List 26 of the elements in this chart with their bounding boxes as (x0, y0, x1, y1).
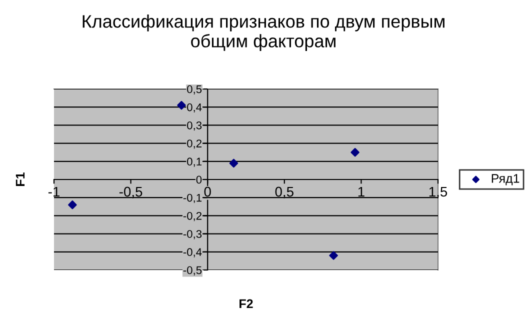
y-tick-label: -0,2 (183, 212, 202, 222)
y-tick-label: 0,5 (187, 85, 202, 94)
y-tick-label: -0,3 (183, 230, 202, 240)
x-tick-label: -0,5 (119, 186, 142, 198)
x-tick-label: 1 (358, 186, 364, 197)
y-tick-label: 0,3 (187, 121, 202, 131)
point (350, 148, 360, 157)
y-tick-label: 0,2 (187, 140, 202, 149)
y-tick-label: -0,4 (183, 248, 202, 258)
legend-label: Ряд1 (492, 174, 520, 186)
point (177, 100, 186, 110)
x-axis-title: F2 (240, 299, 253, 308)
y-tick-label: -0,1 (183, 194, 202, 204)
point (329, 251, 338, 260)
x-tick-label: -1 (48, 186, 60, 197)
y-tick-label: 0 (196, 176, 202, 184)
x-tick-label: 1,5 (429, 186, 448, 198)
chart-title: Классификация признаков по двум первым общим факторам (82, 14, 444, 52)
point (68, 200, 77, 210)
y-tick-label: 0,4 (187, 103, 202, 113)
y-axis-title: F1 (16, 172, 25, 186)
y-tick-label: 0,1 (187, 158, 202, 167)
point (229, 158, 238, 168)
x-tick-label: 0,5 (275, 186, 294, 198)
y-tick-label: -0,5 (183, 266, 202, 276)
x-tick-label: 0 (204, 186, 211, 197)
